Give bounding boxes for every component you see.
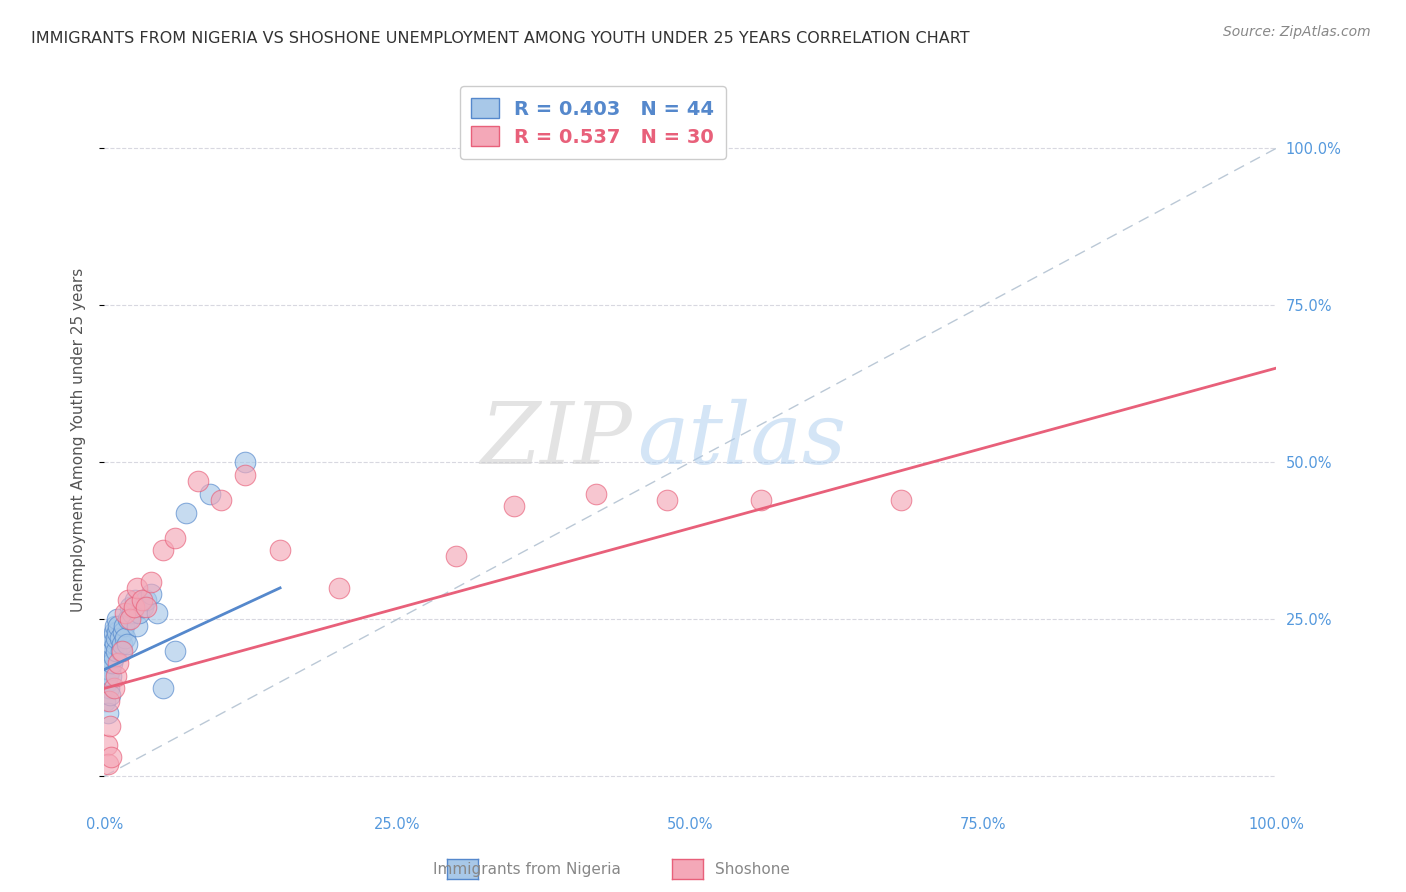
Point (122, 599, 145, 614)
Point (100, 637, 122, 651)
Point (98, 663, 121, 677)
Point (103, 650, 125, 665)
Point (96, 657, 118, 671)
Text: Shoshone: Shoshone (714, 863, 790, 877)
Point (104, 637, 127, 651)
Point (233, 467, 256, 482)
Point (328, 581, 350, 595)
Point (120, 599, 142, 614)
Point (211, 493, 233, 508)
Point (503, 500, 526, 514)
Point (141, 587, 163, 601)
Point (120, 612, 142, 626)
Point (94, 694, 117, 708)
Point (111, 637, 134, 651)
Point (98, 681, 121, 696)
Point (98, 688, 121, 702)
Point (103, 624, 125, 639)
Text: Immigrants from Nigeria: Immigrants from Nigeria (433, 863, 621, 877)
Point (105, 631, 128, 645)
Point (176, 506, 198, 520)
Point (108, 631, 131, 645)
Point (115, 637, 138, 651)
Point (152, 543, 174, 558)
Point (141, 574, 163, 589)
Point (117, 593, 139, 607)
Text: Source: ZipAtlas.com: Source: ZipAtlas.com (1223, 25, 1371, 39)
Point (269, 543, 291, 558)
Point (100, 669, 122, 683)
Point (198, 486, 221, 500)
Point (114, 631, 136, 645)
Point (105, 669, 128, 683)
Point (105, 612, 128, 626)
Point (163, 643, 186, 657)
Point (98, 643, 121, 657)
Point (187, 474, 209, 488)
Text: IMMIGRANTS FROM NIGERIA VS SHOSHONE UNEMPLOYMENT AMONG YOUTH UNDER 25 YEARS CORR: IMMIGRANTS FROM NIGERIA VS SHOSHONE UNEM… (31, 31, 970, 46)
Point (135, 599, 157, 614)
Point (117, 612, 139, 626)
Point (655, 493, 678, 508)
Point (110, 643, 132, 657)
Point (107, 618, 129, 632)
Point (104, 618, 127, 632)
Point (96, 738, 118, 752)
Legend: R = 0.403   N = 44, R = 0.537   N = 30: R = 0.403 N = 44, R = 0.537 N = 30 (460, 87, 725, 159)
Point (585, 486, 607, 500)
Point (112, 618, 135, 632)
Point (121, 606, 143, 620)
Point (97, 756, 120, 771)
Point (100, 750, 122, 764)
Point (98, 694, 121, 708)
Point (96, 675, 118, 690)
Point (132, 599, 155, 614)
Point (97, 706, 120, 721)
Point (112, 624, 135, 639)
Point (97, 669, 120, 683)
Point (114, 606, 136, 620)
Y-axis label: Unemployment Among Youth under 25 years: Unemployment Among Youth under 25 years (72, 268, 86, 613)
Point (101, 631, 124, 645)
Point (233, 455, 256, 469)
Point (124, 593, 146, 607)
Point (127, 618, 149, 632)
Text: ZIP: ZIP (479, 399, 631, 482)
Point (749, 493, 772, 508)
Point (101, 657, 124, 671)
Point (152, 681, 174, 696)
Point (98, 719, 121, 733)
Point (135, 593, 157, 607)
Point (107, 657, 129, 671)
Point (105, 643, 128, 657)
Point (127, 581, 149, 595)
Point (111, 643, 134, 657)
Point (105, 624, 128, 639)
Point (890, 493, 912, 508)
Point (444, 549, 467, 564)
Point (128, 606, 150, 620)
Point (131, 593, 153, 607)
Text: atlas: atlas (637, 399, 846, 482)
Point (146, 606, 169, 620)
Point (103, 681, 125, 696)
Point (163, 531, 186, 545)
